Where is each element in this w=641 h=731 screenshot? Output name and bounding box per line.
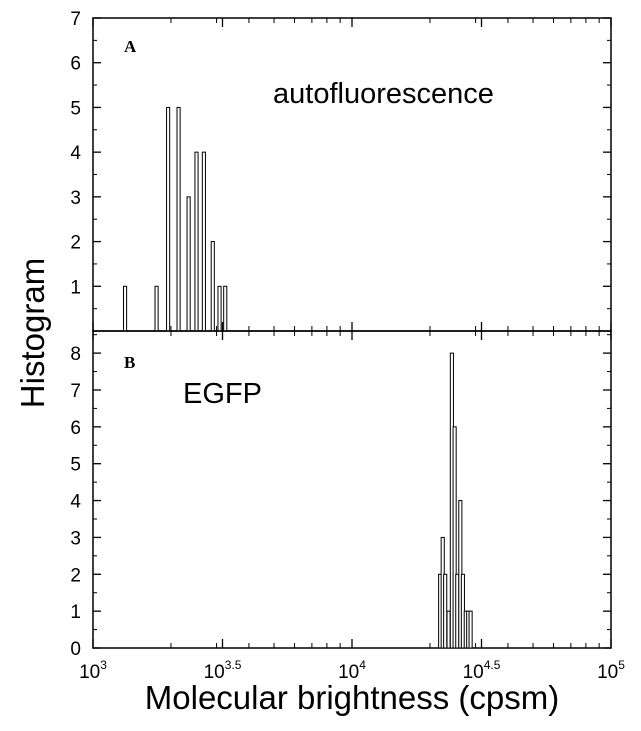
histogram-bar bbox=[123, 285, 128, 332]
histogram-bar bbox=[201, 151, 206, 332]
histogram-bar bbox=[154, 285, 159, 332]
histogram-bar bbox=[443, 573, 448, 649]
histogram-bar bbox=[217, 285, 222, 332]
panel-b-letter: B bbox=[124, 353, 135, 372]
panel-a-annotation: autofluorescence bbox=[273, 78, 494, 110]
y-tick-label: 7 bbox=[70, 381, 81, 402]
panel-b: 0 1 2 3 4 5 6 7 8 103 103.5 104 104.5 105 B EGFP bbox=[70, 330, 625, 683]
panel-a-x-ticks bbox=[92, 18, 612, 331]
panel-a: 1 2 3 4 5 6 7 A autofluorescence bbox=[70, 9, 612, 332]
y-tick-label: 3 bbox=[70, 188, 81, 209]
x-tick-label: 103 bbox=[79, 658, 107, 683]
y-tick-label: 7 bbox=[70, 9, 81, 30]
y-tick-label: 2 bbox=[70, 565, 81, 586]
y-tick-label: 6 bbox=[70, 54, 81, 75]
histogram-bar bbox=[452, 426, 457, 649]
panel-b-frame bbox=[92, 330, 612, 649]
panel-b-bars bbox=[438, 352, 473, 649]
histogram-bar bbox=[223, 285, 228, 332]
histogram-bar bbox=[166, 106, 171, 332]
histogram-bar bbox=[446, 610, 451, 649]
x-tick-label: 104 bbox=[338, 658, 366, 683]
histogram-bar bbox=[194, 151, 199, 332]
y-tick-label: 6 bbox=[70, 418, 81, 439]
x-tick-label: 105 bbox=[597, 658, 625, 683]
panel-b-y-axis: 0 1 2 3 4 5 6 7 8 bbox=[70, 334, 611, 660]
panel-b-x-axis: 103 103.5 104 104.5 105 bbox=[79, 331, 625, 683]
x-tick-label: 104.5 bbox=[463, 658, 501, 683]
y-tick-label: 2 bbox=[70, 233, 81, 254]
panel-a-bars bbox=[123, 106, 228, 332]
histogram-bar bbox=[468, 610, 473, 649]
panel-a-frame bbox=[92, 17, 612, 332]
histogram-bar bbox=[176, 106, 181, 332]
histogram-bar bbox=[186, 196, 191, 332]
y-tick-label: 4 bbox=[70, 143, 81, 164]
y-tick-label: 5 bbox=[70, 455, 81, 476]
y-tick-label: 8 bbox=[70, 344, 81, 365]
y-tick-label: 1 bbox=[70, 602, 81, 623]
x-axis-title: Molecular brightness (cpsm) bbox=[145, 679, 559, 716]
panel-a-y-axis: 1 2 3 4 5 6 7 bbox=[70, 9, 611, 310]
y-tick-label: 4 bbox=[70, 492, 81, 513]
histogram-bar bbox=[210, 241, 215, 332]
y-tick-label: 5 bbox=[70, 98, 81, 119]
y-tick-label: 3 bbox=[70, 528, 81, 549]
panel-b-annotation: EGFP bbox=[183, 378, 262, 410]
x-tick-label: 103.5 bbox=[204, 658, 242, 683]
y-tick-label: 1 bbox=[70, 277, 81, 298]
y-axis-title: Histogram bbox=[14, 258, 51, 408]
y-tick-label: 0 bbox=[70, 639, 81, 660]
panel-a-letter: A bbox=[124, 37, 137, 56]
